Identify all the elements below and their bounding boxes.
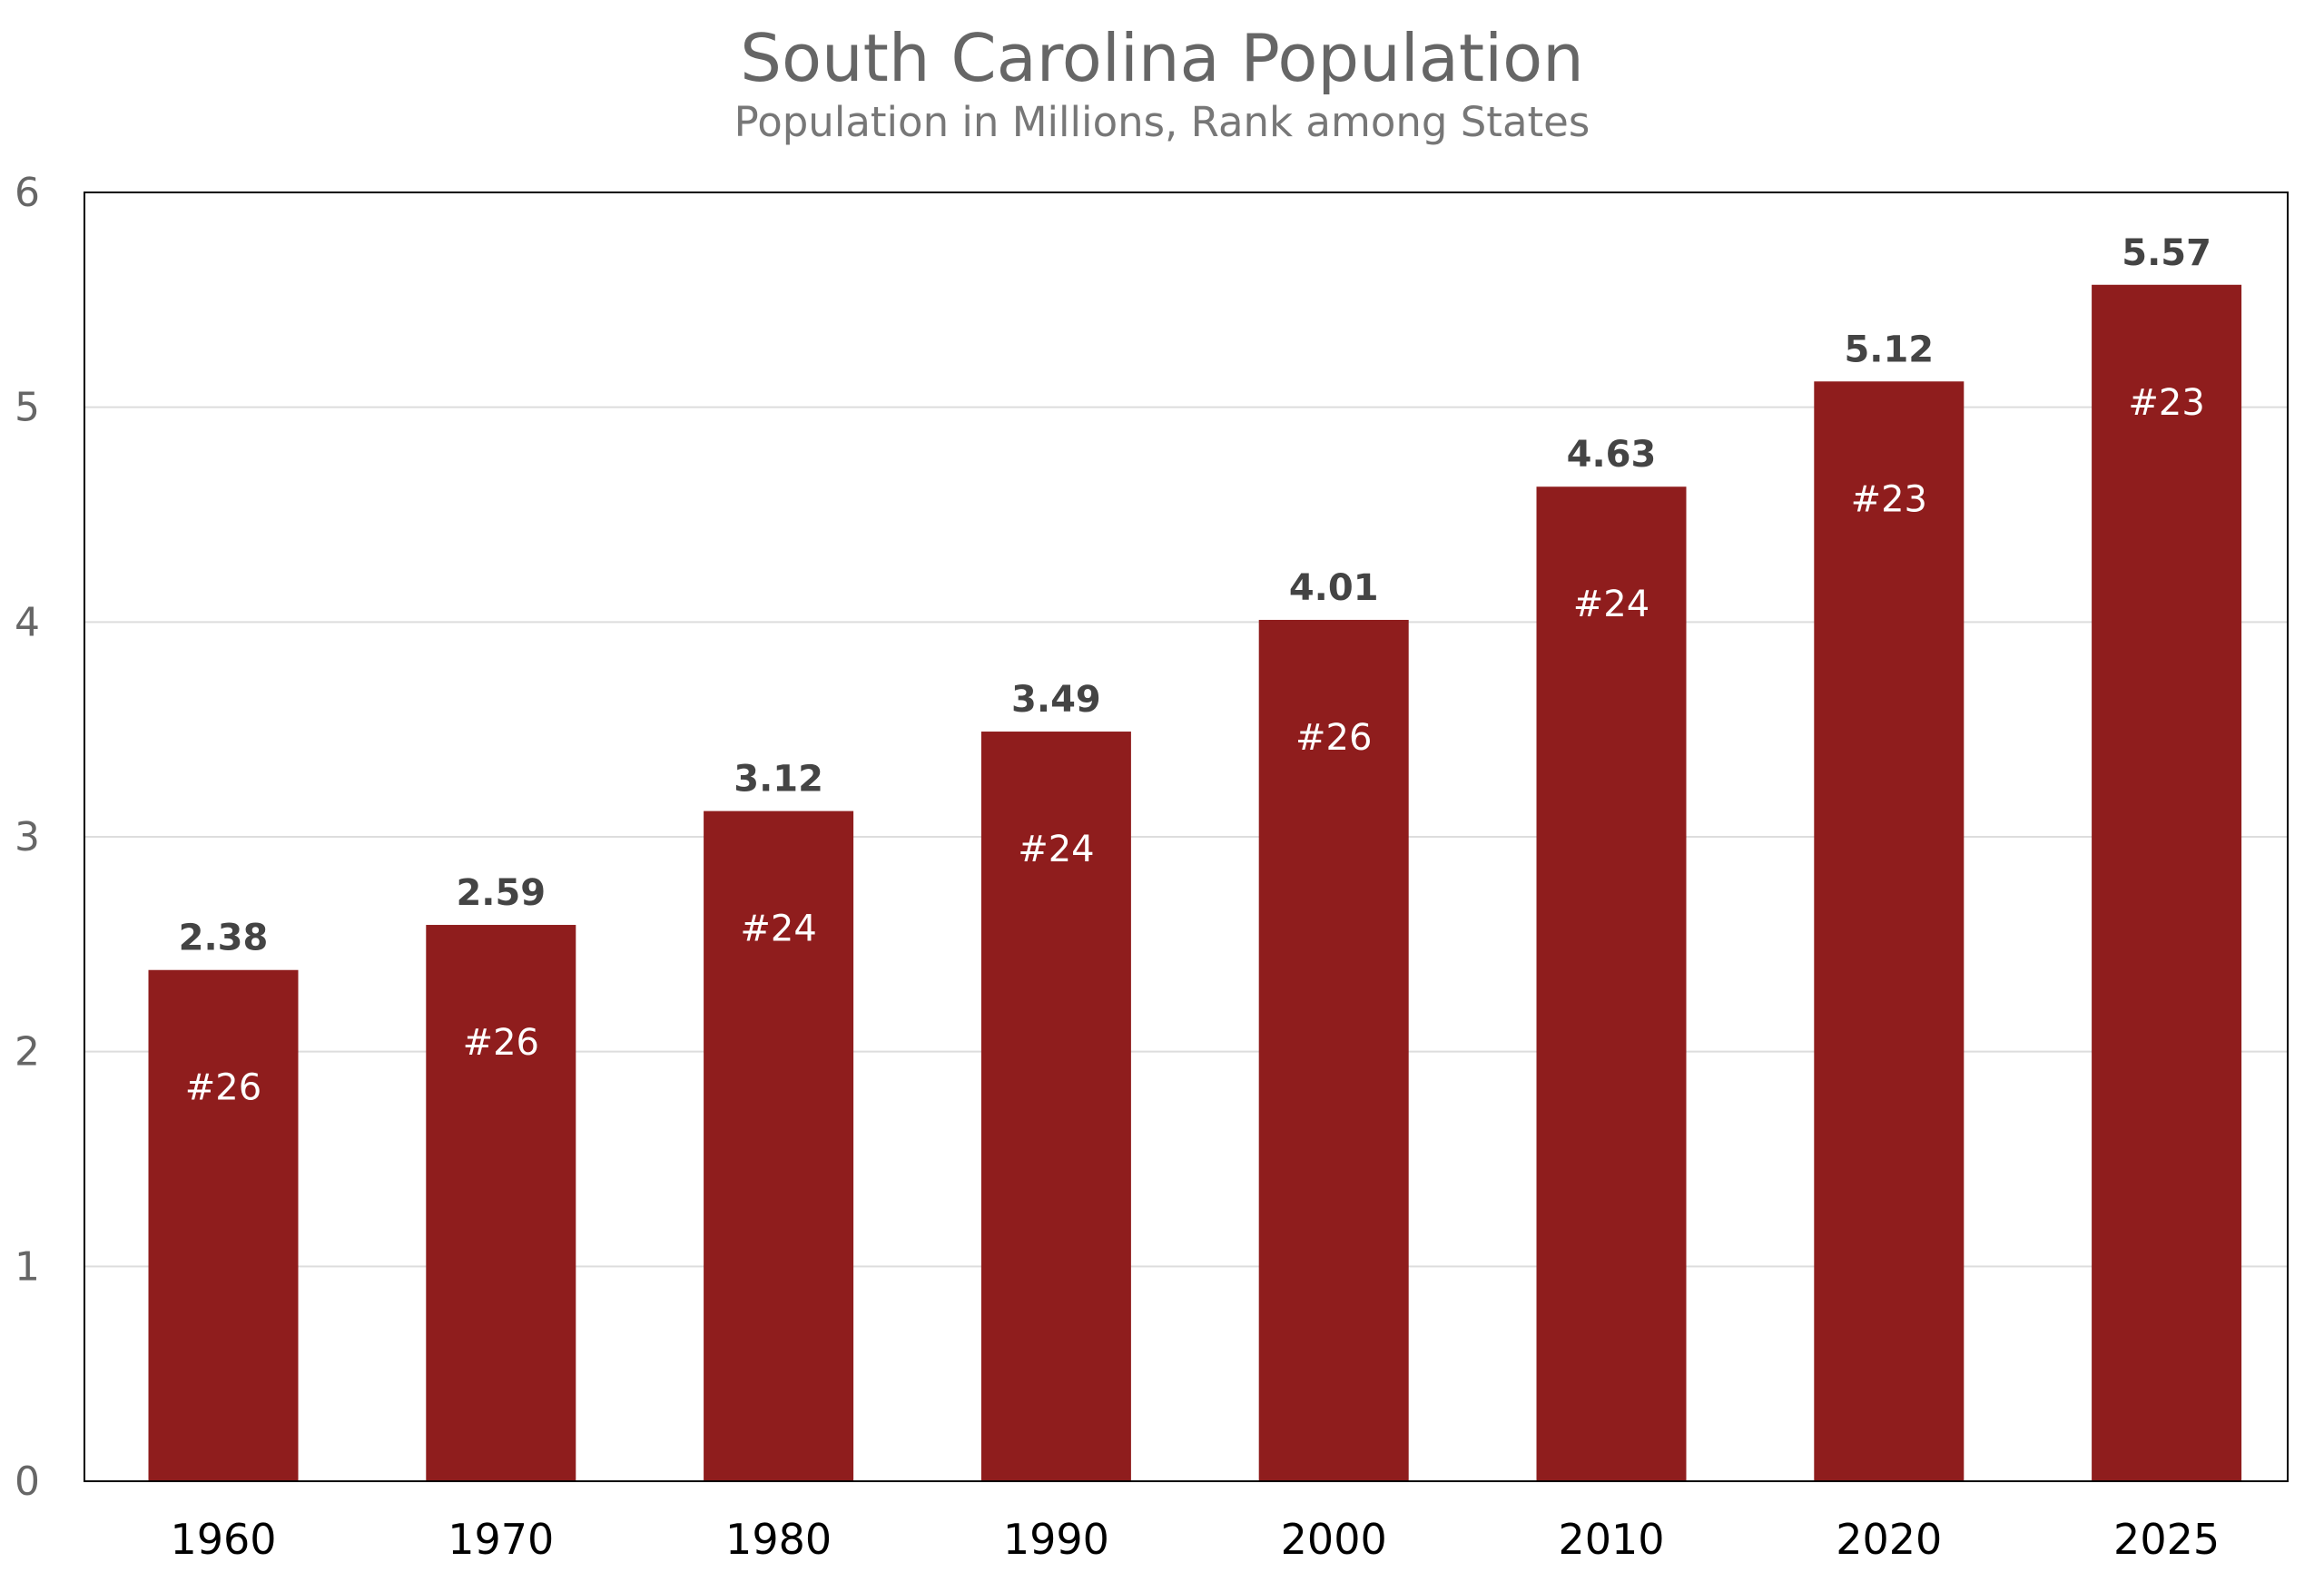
x-tick-label: 2020 [1836, 1515, 1942, 1564]
data-labels: 2.38 #26 2.59 #26 3.12 #24 3.49 #24 4.01 #26 4.63 #… [179, 232, 2211, 1109]
rank-label: #26 [463, 1022, 539, 1064]
chart-title: South Carolina Population [740, 20, 1584, 96]
y-tick-label: 6 [15, 170, 40, 216]
bar [1814, 381, 1965, 1482]
rank-label: #24 [1018, 829, 1094, 870]
x-tick-label: 1980 [725, 1515, 832, 1564]
y-tick-label: 4 [15, 599, 40, 645]
x-tick-label: 2000 [1281, 1515, 1387, 1564]
plot-frame [84, 192, 2289, 1482]
chart-subtitle: Population in Millions, Rank among State… [734, 98, 1590, 146]
bar [1536, 486, 1687, 1481]
bars [148, 284, 2242, 1482]
value-label: 4.01 [1289, 567, 1379, 609]
bar [2092, 284, 2242, 1482]
x-tick-label: 1960 [170, 1515, 276, 1564]
x-tick-label: 2010 [1558, 1515, 1664, 1564]
value-label: 5.57 [2122, 232, 2211, 274]
x-tick-label: 1990 [1003, 1515, 1109, 1564]
rank-label: #24 [1573, 584, 1649, 625]
bar [980, 732, 1131, 1481]
bar [148, 969, 299, 1481]
value-label: 3.12 [734, 759, 823, 801]
y-tick-label: 3 [15, 814, 40, 860]
value-label: 2.59 [456, 872, 546, 914]
x-tick-label: 2025 [2113, 1515, 2220, 1564]
rank-label: #24 [740, 909, 816, 950]
value-label: 5.12 [1844, 329, 1934, 370]
x-axis: 1960 1970 1980 1990 2000 2010 2020 2025 [170, 1515, 2220, 1564]
value-label: 3.49 [1011, 679, 1101, 721]
rank-label: #26 [1295, 717, 1372, 759]
y-axis: 0 1 2 3 4 5 6 [15, 170, 40, 1505]
value-label: 2.38 [179, 918, 269, 959]
rank-label: #23 [2128, 382, 2204, 424]
bar [426, 925, 576, 1481]
rank-label: #23 [1851, 478, 1927, 520]
y-tick-label: 5 [15, 385, 40, 431]
value-label: 4.63 [1567, 434, 1657, 476]
rank-label: #26 [185, 1067, 261, 1109]
y-tick-label: 2 [15, 1029, 40, 1076]
y-tick-label: 1 [15, 1243, 40, 1290]
y-tick-label: 0 [15, 1459, 40, 1505]
bar [704, 811, 854, 1481]
x-tick-label: 1970 [448, 1515, 554, 1564]
bar [1258, 619, 1409, 1481]
